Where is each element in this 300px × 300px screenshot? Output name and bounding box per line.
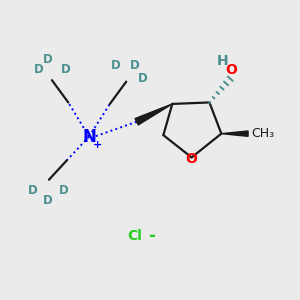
Text: D: D (59, 184, 69, 196)
Text: H: H (217, 54, 229, 68)
Text: D: D (130, 59, 140, 72)
Text: D: D (43, 53, 52, 66)
Text: CH₃: CH₃ (252, 127, 275, 140)
Text: +: + (93, 140, 102, 150)
Text: D: D (34, 63, 44, 76)
Text: -: - (148, 227, 155, 245)
Polygon shape (135, 104, 172, 125)
Text: D: D (43, 194, 52, 207)
Polygon shape (221, 131, 248, 136)
Text: O: O (186, 152, 197, 166)
Text: D: D (111, 59, 121, 72)
Text: N: N (82, 128, 96, 146)
Text: O: O (226, 63, 237, 77)
Text: D: D (28, 184, 38, 196)
Text: D: D (138, 72, 147, 85)
Text: Cl: Cl (128, 229, 142, 243)
Text: D: D (60, 63, 70, 76)
